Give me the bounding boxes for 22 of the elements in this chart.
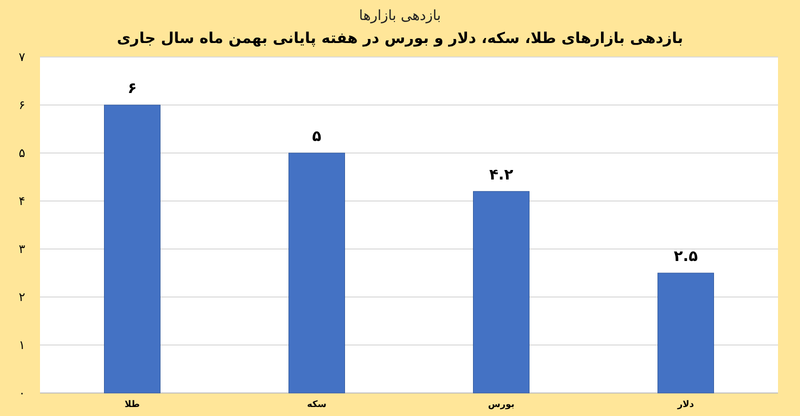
x-tick-label: سکه xyxy=(306,400,327,410)
y-tick-label: ۴ xyxy=(18,194,26,208)
y-tick-label: ۷ xyxy=(18,50,26,64)
data-label: ۶ xyxy=(128,79,137,97)
bar xyxy=(104,104,160,394)
bar xyxy=(473,191,530,394)
y-tick-label: ۵ xyxy=(18,146,26,160)
y-tick-label: ۲ xyxy=(18,290,26,304)
x-tick-label: طلا xyxy=(124,400,140,410)
y-tick-label: ۰ xyxy=(18,386,26,400)
chart-subtitle: بازدهی بازارهای طلا، سکه، دلار و بورس در هفته پایانی بهمن ماه سال جاری xyxy=(116,29,684,47)
data-label: ۴.۲ xyxy=(489,165,514,184)
bar xyxy=(288,152,345,394)
data-label: ۵ xyxy=(312,127,322,145)
x-tick-label: دلار xyxy=(676,400,694,410)
x-tick-label: بورس xyxy=(488,400,515,410)
data-label: ۲.۵ xyxy=(674,247,698,265)
chart-title: بازدهی بازارها xyxy=(359,8,441,24)
bar xyxy=(658,272,714,394)
y-tick-label: ۳ xyxy=(18,242,26,256)
y-tick-label: ۱ xyxy=(18,338,26,352)
y-tick-label: ۶ xyxy=(18,98,26,112)
